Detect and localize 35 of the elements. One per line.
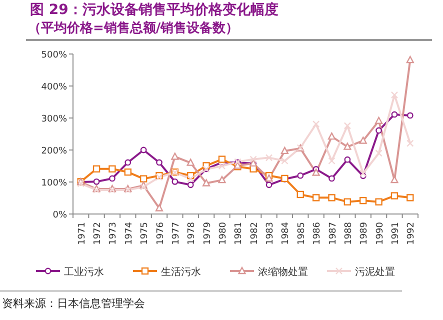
x-tick-label: 1982 — [250, 222, 260, 245]
x-tick-label: 1984 — [281, 222, 292, 245]
legend-label: 生活污水 — [161, 266, 201, 278]
y-tick-label: 300% — [41, 114, 68, 124]
x-tick-label: 1985 — [296, 222, 307, 245]
y-tick-label: 0% — [52, 210, 68, 220]
y-tick-label: 200% — [41, 146, 68, 156]
x-tick-label: 1989 — [360, 222, 370, 245]
x-tick-label: 1979 — [202, 222, 213, 245]
x-tick-label: 1991 — [390, 222, 401, 245]
x-tick-label: 1975 — [140, 222, 150, 245]
x-tick-label: 1990 — [375, 222, 386, 245]
y-tick-label: 500% — [41, 50, 68, 60]
chart-title: 图 29：污水设备销售平均价格变化幅度 — [30, 1, 278, 18]
y-tick-label: 100% — [41, 178, 68, 188]
legend-label: 污泥处置 — [355, 266, 395, 278]
x-tick-label: 1992 — [406, 222, 417, 245]
x-tick-label: 1971 — [77, 222, 88, 245]
x-tick-label: 1986 — [312, 222, 323, 245]
x-tick-label: 1978 — [187, 222, 198, 245]
x-tick-label: 1973 — [108, 222, 119, 245]
x-tick-label: 1988 — [344, 222, 354, 245]
x-tick-label: 1987 — [328, 222, 338, 245]
legend-label: 工业污水 — [64, 266, 104, 278]
y-tick-label: 400% — [41, 82, 68, 92]
x-tick-label: 1972 — [93, 222, 104, 245]
text: 资料来源：日本信息管理学会 — [2, 297, 145, 310]
chart-subtitle: （平均价格=销售总额/销售设备数） — [28, 20, 239, 36]
legend-label: 浓缩物处置 — [258, 266, 308, 278]
x-tick-label: 1983 — [266, 222, 276, 245]
x-tick-label: 1980 — [218, 222, 228, 245]
x-tick-label: 1981 — [234, 222, 244, 245]
x-tick-label: 1976 — [156, 222, 166, 245]
x-tick-label: 1974 — [124, 222, 134, 245]
x-tick-label: 1977 — [171, 222, 182, 245]
